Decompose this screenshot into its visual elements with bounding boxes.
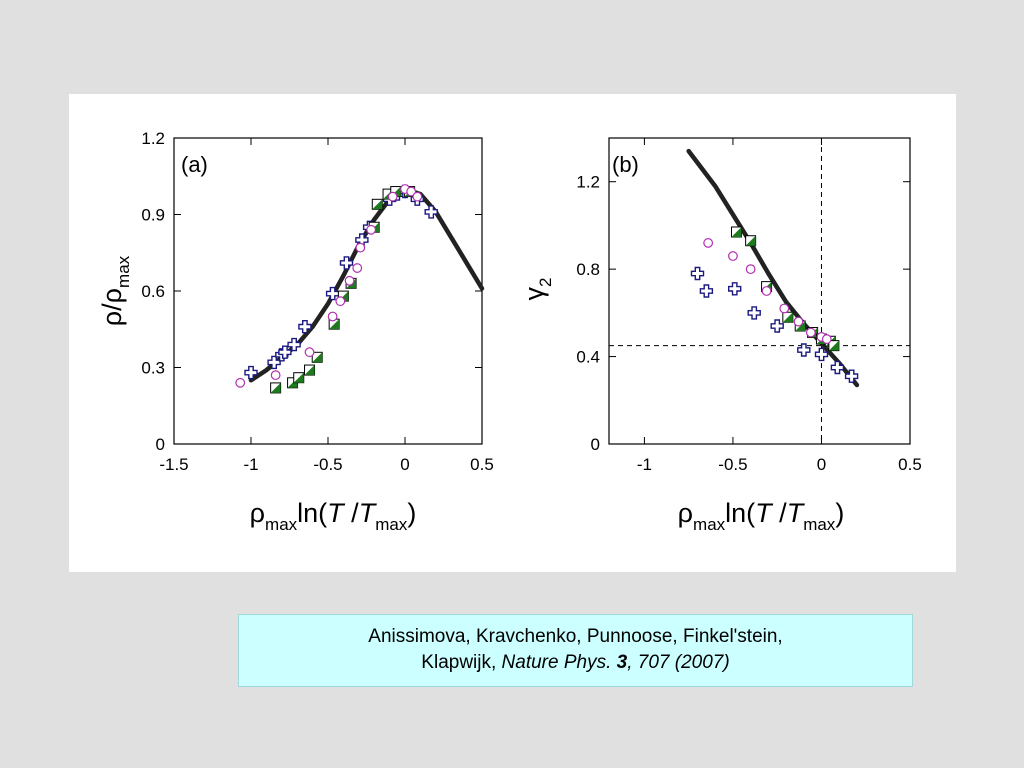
citation-journal: Nature Phys.	[501, 652, 617, 673]
citation-line-1: Anissimova, Kravchenko, Punnoose, Finkel…	[368, 626, 783, 647]
data-point-square	[371, 198, 383, 210]
x-tick-label: -1.5	[159, 455, 188, 474]
data-point-circle	[327, 311, 338, 322]
y-tick-label: 0.9	[141, 206, 165, 225]
citation-volume: 3	[616, 652, 628, 673]
data-point-circle	[779, 303, 790, 314]
data-point-square	[270, 382, 282, 394]
plot-frame	[608, 137, 911, 445]
data-point-circle	[703, 238, 714, 248]
x-axis-label: ρmaxln(T /Tmax)	[250, 498, 417, 534]
figure-panel: -1.5 -1 -0.5 0 0.5 0 0.3 0.6 0.9 1.2 (a) ρmaxln(T /…	[69, 94, 956, 572]
chart-b: -1 -0.5 0 0.5 0 0.4 0.8 1.2 (b) ρmaxln(T /Tmax) γ2	[519, 137, 922, 534]
data-point-cross	[278, 345, 292, 359]
citation-line-2: Klapwijk, Nature Phys. 3, 707 (2007)	[239, 650, 912, 676]
data-point-square	[745, 235, 757, 247]
data-point-circle	[761, 286, 772, 296]
data-point-cross	[814, 347, 829, 362]
y-axis-label: γ2	[519, 278, 555, 301]
x-tick-label: -0.5	[313, 455, 342, 474]
data-point-square-fill	[745, 235, 756, 246]
data-point-square-fill	[782, 312, 793, 323]
data-point-circle	[805, 327, 816, 338]
y-tick-label: 0.4	[576, 348, 600, 367]
data-point-cross	[844, 369, 859, 383]
data-point-cross	[244, 365, 258, 380]
data-point-cross	[298, 319, 312, 334]
series-open-cross	[690, 266, 859, 383]
x-tick-label: -1	[637, 455, 652, 474]
data-point-cross	[267, 355, 281, 370]
citation-pages: , 707 (2007)	[627, 652, 730, 673]
y-tick-label: 1.2	[576, 173, 600, 192]
y-tick-label: 1.2	[141, 129, 165, 148]
data-point-square	[730, 226, 742, 238]
x-tick-label: -1	[243, 455, 258, 474]
x-tick-label: 0.5	[470, 455, 494, 474]
data-point-square	[293, 372, 305, 384]
series-half-filled-square	[730, 226, 840, 352]
data-point-circle	[387, 191, 398, 202]
data-point-cross	[770, 319, 784, 333]
y-tick-label: 0	[156, 435, 165, 454]
figure-chart: -1.5 -1 -0.5 0 0.5 0 0.3 0.6 0.9 1.2 (a) ρmaxln(T /…	[97, 129, 922, 534]
y-tick-label: 0.3	[141, 359, 165, 378]
chart-a: -1.5 -1 -0.5 0 0.5 0 0.3 0.6 0.9 1.2 (a) ρmaxln(T /…	[97, 129, 494, 534]
panel-label: (b)	[612, 152, 639, 177]
y-axis-label: ρ/ρmax	[97, 255, 133, 326]
data-point-circle	[235, 377, 246, 388]
data-point-square-fill	[828, 340, 839, 351]
data-point-circle	[821, 334, 832, 344]
data-point-circle	[270, 370, 281, 381]
series-open-circle	[703, 238, 832, 344]
data-point-square-fill	[731, 226, 742, 237]
data-point-cross	[339, 256, 354, 270]
data-point-cross	[424, 205, 438, 219]
data-point-square	[304, 364, 316, 376]
data-point-square-fill	[329, 319, 340, 330]
x-tick-label: 0.5	[898, 455, 922, 474]
data-point-square-fill	[270, 382, 281, 393]
data-point-cross	[830, 360, 845, 375]
series-half-filled-square	[270, 186, 416, 394]
data-point-circle	[793, 316, 804, 327]
data-point-cross	[690, 266, 705, 281]
theory-curve	[686, 148, 860, 388]
data-point-cross	[728, 282, 742, 296]
x-axis-label: ρmaxln(T /Tmax)	[678, 498, 845, 534]
data-point-cross	[699, 284, 714, 298]
data-point-square-fill	[304, 365, 315, 376]
data-point-cross	[287, 337, 301, 352]
data-point-circle	[304, 347, 315, 358]
data-point-circle	[728, 251, 738, 261]
data-point-circle	[366, 224, 377, 235]
data-point-square	[782, 311, 794, 323]
data-point-circle	[335, 296, 346, 307]
citation-box: Anissimova, Kravchenko, Punnoose, Finkel…	[238, 614, 913, 687]
data-point-circle	[352, 263, 363, 273]
data-point-circle	[355, 242, 366, 253]
data-point-cross	[747, 306, 761, 320]
citation-authors-end: Klapwijk,	[421, 652, 502, 673]
data-point-square	[828, 340, 840, 352]
data-point-circle	[745, 264, 756, 275]
x-tick-label: 0	[400, 455, 409, 474]
data-point-square-fill	[312, 352, 323, 363]
data-point-cross	[797, 343, 811, 357]
data-point-cross	[325, 286, 340, 301]
x-tick-label: -0.5	[718, 455, 747, 474]
series-open-circle	[235, 184, 423, 388]
data-point-circle	[412, 191, 423, 202]
y-tick-label: 0.6	[141, 282, 165, 301]
panel-label: (a)	[181, 152, 208, 177]
y-tick-label: 0	[591, 435, 600, 454]
x-tick-label: 0	[817, 455, 826, 474]
data-point-circle	[344, 275, 355, 286]
data-point-circle	[406, 186, 417, 197]
data-point-square-fill	[293, 372, 304, 383]
y-tick-label: 0.8	[576, 260, 600, 279]
data-point-square-fill	[372, 199, 383, 210]
data-point-square	[311, 351, 323, 363]
